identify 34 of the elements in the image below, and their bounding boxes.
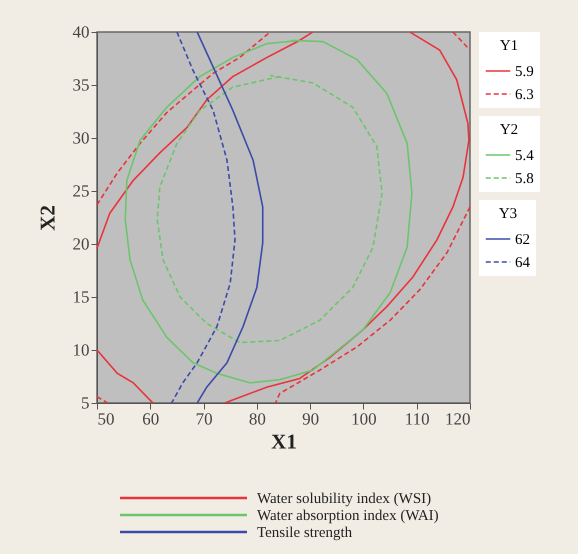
legend-label: 5.4	[515, 148, 534, 164]
x-tick-label: 90	[302, 410, 320, 428]
legend-label: 6.3	[515, 87, 534, 103]
x-axis-title: X1	[271, 430, 297, 454]
x-tick-label: 120	[445, 410, 470, 428]
text: Water solubility index (WSI)	[257, 491, 432, 507]
x-tick-label: 60	[142, 410, 160, 428]
y-axis-title: X2	[36, 205, 60, 231]
y-tick-label: 30	[72, 128, 90, 148]
line-series	[170, 31, 236, 404]
line-series	[124, 40, 413, 384]
x-tick-label: 80	[248, 410, 266, 428]
line-series	[156, 74, 383, 344]
x-tick-label: 100	[351, 410, 377, 428]
text: Tensile strength	[257, 525, 353, 541]
y-tick-label: 25	[72, 182, 90, 200]
y-tick-label: 35	[72, 76, 90, 94]
y-tick-label: 20	[72, 234, 90, 254]
legend-label: 64	[515, 255, 530, 271]
text: Y1	[500, 38, 518, 54]
y-tick-label: 15	[72, 288, 90, 306]
legend-label: 5.8	[515, 171, 534, 187]
y-tick-label: 10	[72, 340, 90, 360]
text: Y2	[500, 122, 518, 138]
y-tick-label: 40	[72, 22, 90, 42]
line-series	[196, 31, 264, 404]
legend-label: 5.9	[515, 64, 534, 80]
x-tick-label: 70	[196, 410, 213, 428]
text: Y3	[498, 206, 518, 222]
legend-label: 62	[515, 232, 530, 248]
x-tick-label: 110	[404, 410, 430, 428]
text: Water absorption index (WAI)	[257, 508, 439, 524]
x-tick-label: 50	[98, 410, 114, 428]
y-tick-label: 5	[81, 394, 90, 412]
